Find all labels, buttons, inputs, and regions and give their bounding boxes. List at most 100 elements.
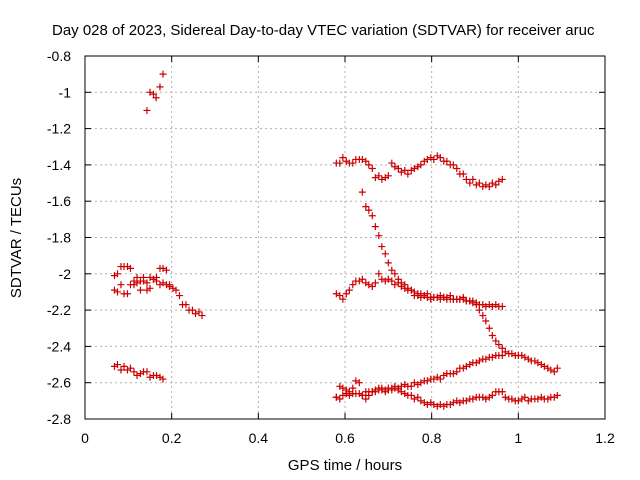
data-point [136, 286, 144, 294]
data-point [140, 277, 147, 285]
data-point [443, 157, 451, 165]
series-late-descending [358, 188, 561, 376]
series-early-top [143, 70, 167, 114]
data-point [407, 382, 415, 390]
data-point [362, 395, 370, 403]
data-point [498, 388, 506, 396]
data-point [485, 183, 493, 191]
data-point [407, 286, 415, 294]
data-point [345, 388, 353, 396]
data-point [553, 391, 561, 399]
data-point [349, 159, 357, 167]
data-point [404, 170, 412, 178]
data-point [339, 154, 347, 162]
y-tick-label: -2.6 [47, 375, 71, 391]
y-axis-label: SDTVAR / TECUs [8, 178, 25, 298]
data-point [342, 290, 350, 298]
x-tick-label: 1.2 [595, 430, 615, 446]
data-point [498, 351, 506, 359]
data-point [182, 301, 190, 309]
data-point [388, 266, 396, 274]
data-point [375, 172, 383, 180]
data-markers [110, 70, 561, 410]
grid-lines [85, 56, 605, 419]
data-point [492, 181, 500, 189]
x-tick-label: 0.2 [162, 430, 182, 446]
data-point [152, 94, 160, 102]
data-point [446, 292, 454, 300]
data-point [143, 106, 151, 114]
data-point [345, 286, 353, 294]
data-point [156, 83, 164, 91]
data-point [336, 159, 344, 167]
data-point [459, 170, 467, 178]
data-point [482, 317, 490, 325]
y-tick-label: -1.4 [47, 157, 71, 173]
data-point [143, 368, 151, 376]
y-tick-label: -1 [59, 84, 72, 100]
series-late-top [332, 152, 506, 191]
data-point [355, 379, 363, 387]
data-point [349, 384, 357, 392]
data-point [407, 391, 415, 399]
y-axis-ticks: -2.8 -2.6 -2.4 -2.2 -2 -1.8 -1.6 -1.4 -1.2 -1 -0.8 [47, 48, 605, 427]
data-point [332, 393, 340, 401]
data-point [371, 174, 379, 182]
data-point [365, 391, 373, 399]
data-point [159, 375, 167, 383]
data-point [375, 270, 383, 278]
data-point [462, 175, 470, 183]
data-point [358, 188, 366, 196]
data-point [133, 279, 141, 287]
data-point [384, 172, 392, 180]
data-point [117, 366, 125, 374]
data-point [166, 283, 173, 291]
data-point [436, 154, 444, 162]
data-point [114, 270, 121, 278]
y-tick-label: -1.8 [47, 230, 71, 246]
data-point [336, 292, 344, 300]
data-point [384, 259, 392, 267]
data-point [521, 393, 529, 401]
data-point [123, 290, 131, 298]
x-axis-ticks: 0 0.2 0.4 0.6 0.8 1 1.2 [81, 56, 615, 446]
data-point [146, 284, 154, 292]
data-point [495, 341, 503, 349]
data-point [466, 179, 474, 187]
series-early-middle [110, 275, 173, 298]
data-point [488, 332, 496, 340]
data-point [401, 166, 409, 174]
data-point [394, 279, 402, 287]
data-point [162, 266, 170, 274]
data-point [469, 175, 477, 183]
data-point [114, 288, 121, 296]
y-tick-label: -2.2 [47, 302, 71, 318]
data-point [127, 264, 134, 272]
data-point [362, 157, 370, 165]
data-point [339, 295, 347, 303]
data-point [130, 368, 138, 376]
data-point [365, 161, 373, 169]
y-tick-label: -1.6 [47, 193, 71, 209]
y-tick-label: -1.2 [47, 121, 71, 137]
y-tick-label: -2.4 [47, 338, 71, 354]
data-point [417, 161, 425, 169]
data-point [365, 206, 373, 214]
data-point [188, 306, 196, 314]
data-point [352, 377, 360, 385]
x-tick-label: 1 [514, 430, 522, 446]
x-tick-label: 0.6 [335, 430, 355, 446]
data-point [453, 368, 461, 376]
data-point [553, 364, 561, 372]
data-point [550, 368, 558, 376]
data-point [381, 250, 389, 258]
data-point [127, 364, 134, 372]
series-early-upper [110, 263, 206, 320]
data-point [453, 165, 461, 173]
data-point [358, 275, 366, 283]
data-point [459, 293, 467, 301]
data-point [371, 223, 379, 231]
data-point [479, 312, 487, 320]
data-point [375, 232, 383, 240]
